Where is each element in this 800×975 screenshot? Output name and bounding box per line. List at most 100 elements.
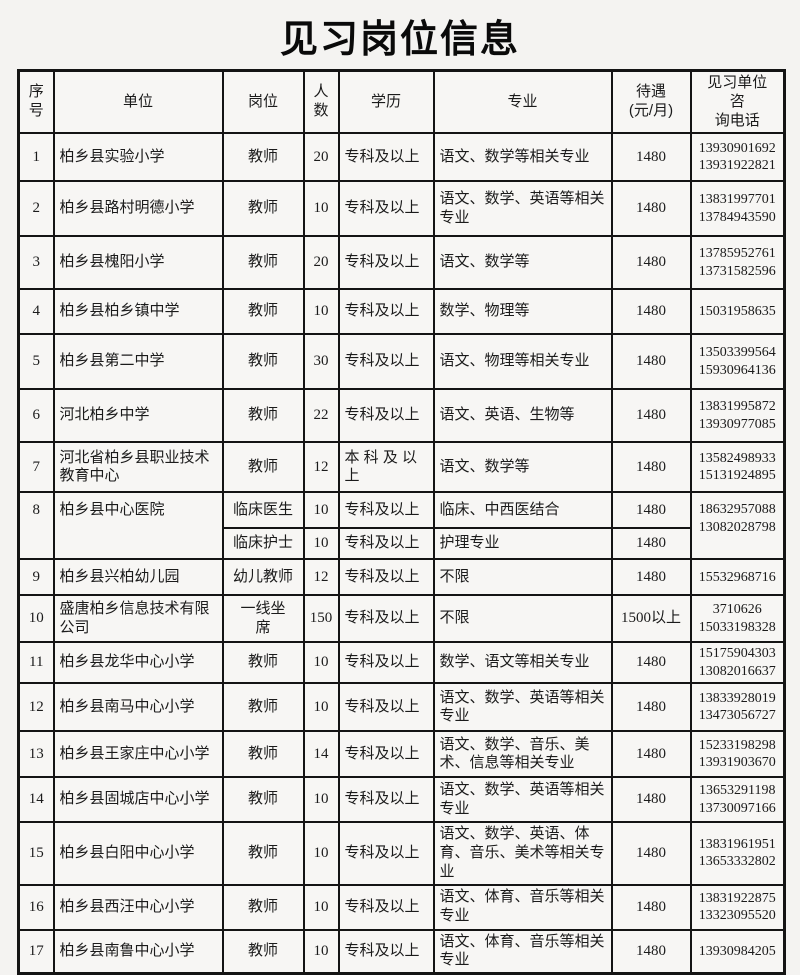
cell-position: 教师 bbox=[221, 776, 305, 824]
cell-count: 22 bbox=[302, 388, 340, 444]
cell-unit: 柏乡县第二中学 bbox=[52, 333, 224, 391]
cell-num: 3 bbox=[17, 235, 55, 291]
cell-unit: 柏乡县柏乡镇中学 bbox=[52, 288, 224, 336]
cell-salary: 1480 bbox=[610, 180, 692, 238]
phone-number: 13473056727 bbox=[698, 708, 776, 724]
phone-number: 13930984205 bbox=[698, 943, 776, 959]
cell-major: 临床、中西医结合 bbox=[432, 491, 613, 530]
cell-major: 语文、数学、英语等相关专业 bbox=[432, 682, 613, 733]
col-header-unit: 单位 bbox=[52, 69, 224, 135]
cell-num: 12 bbox=[17, 682, 55, 733]
cell-education: 专科及以上 bbox=[337, 594, 435, 644]
table-row: 11 柏乡县龙华中心小学 教师 10 专科及以上 数学、语文等相关专业 1480 151759… bbox=[17, 641, 786, 685]
cell-num: 9 bbox=[17, 558, 55, 597]
phone-number: 13931903670 bbox=[698, 755, 776, 771]
phone-number: 13831995872 bbox=[698, 399, 776, 415]
cell-major: 语文、数学、音乐、美术、信息等相关专业 bbox=[432, 730, 613, 779]
cell-phone: 13785952761 13731582596 bbox=[689, 235, 786, 291]
cell-unit: 柏乡县王家庄中心小学 bbox=[52, 730, 224, 779]
table-row: 7 河北省柏乡县职业技术教育中心 教师 12 本 科 及 以 上语文、数学等 1480 13… bbox=[17, 441, 786, 494]
cell-count: 10 bbox=[302, 527, 340, 561]
cell-salary: 1480 bbox=[610, 641, 692, 685]
cell-salary: 1500以上 bbox=[610, 594, 692, 644]
col-header-major: 专业 bbox=[432, 69, 613, 135]
table-row: 1 柏乡县实验小学 教师 20 专科及以上 语文、数学等相关专业 1480 139309016… bbox=[17, 132, 786, 183]
cell-education: 专科及以上 bbox=[337, 288, 435, 336]
table-row: 3 柏乡县槐阳小学 教师 20 专科及以上 语文、数学等 1480 13785952761 13… bbox=[17, 235, 786, 291]
cell-unit: 柏乡县龙华中心小学 bbox=[52, 641, 224, 685]
cell-unit: 柏乡县路村明德小学 bbox=[52, 180, 224, 238]
table-row: 14 柏乡县固城店中心小学 教师 10 专科及以上 语文、数学、英语等相关专业 1480 13… bbox=[17, 776, 786, 824]
phone-number: 15033198328 bbox=[698, 619, 776, 635]
cell-position: 幼儿教师 bbox=[221, 558, 305, 597]
cell-position: 临床护士 bbox=[221, 527, 305, 561]
cell-education: 专科及以上 bbox=[337, 682, 435, 733]
cell-phone: 15233198298 13931903670 bbox=[689, 730, 786, 779]
cell-salary: 1480 bbox=[610, 333, 692, 391]
cell-salary: 1480 bbox=[610, 441, 692, 494]
cell-major: 语文、数学等 bbox=[432, 235, 613, 291]
cell-num: 6 bbox=[17, 388, 55, 444]
phone-number: 15930964136 bbox=[698, 362, 776, 378]
phone-number: 13730097166 bbox=[698, 800, 776, 816]
phone-number: 13323095520 bbox=[698, 908, 776, 923]
cell-count: 10 bbox=[302, 641, 340, 685]
table-body: 1 柏乡县实验小学 教师 20 专科及以上 语文、数学等相关专业 1480 139309016… bbox=[17, 132, 786, 975]
col-header-position: 岗位 bbox=[221, 69, 305, 135]
cell-num: 14 bbox=[17, 776, 55, 824]
table-row: 4 柏乡县柏乡镇中学 教师 10 专科及以上 数学、物理等 1480 15031958635 bbox=[17, 288, 786, 336]
cell-count: 20 bbox=[302, 235, 340, 291]
cell-major: 语文、英语、生物等 bbox=[432, 388, 613, 444]
phone-number: 13931922821 bbox=[698, 158, 776, 174]
table-row: 16 柏乡县西汪中心小学 教师 10 专科及以上 语文、体育、音乐等相关专业 1480 138… bbox=[17, 883, 786, 931]
cell-education: 专科及以上 bbox=[337, 235, 435, 291]
cell-phone: 3710626 15033198328 bbox=[689, 594, 786, 644]
phone-number: 13503399564 bbox=[698, 345, 776, 361]
cell-unit: 柏乡县中心医院 bbox=[52, 491, 224, 561]
phone-number: 13731582596 bbox=[698, 263, 776, 279]
cell-position: 教师 bbox=[221, 180, 305, 238]
cell-num: 8 bbox=[17, 491, 55, 561]
col-header-count: 人 数 bbox=[302, 69, 340, 135]
cell-phone: 15532968716 bbox=[689, 558, 786, 597]
table-row: 2 柏乡县路村明德小学 教师 10 专科及以上 语文、数学、英语等相关专业 1480 1383… bbox=[17, 180, 786, 238]
cell-num: 10 bbox=[17, 594, 55, 644]
phone-number: 13831922875 bbox=[698, 890, 776, 906]
cell-num: 17 bbox=[17, 928, 55, 975]
cell-salary: 1480 bbox=[610, 388, 692, 444]
cell-phone: 13831997701 13784943590 bbox=[689, 180, 786, 238]
cell-num: 2 bbox=[17, 180, 55, 238]
col-header-education: 学历 bbox=[337, 69, 435, 135]
col-header-phone: 见习单位 咨 询电话 bbox=[689, 69, 786, 135]
cell-phone: 13582498933 15131924895 bbox=[689, 441, 786, 494]
cell-unit: 柏乡县实验小学 bbox=[52, 132, 224, 183]
cell-unit: 河北柏乡中学 bbox=[52, 388, 224, 444]
cell-phone: 15175904303 13082016637 bbox=[689, 641, 786, 685]
cell-unit: 河北省柏乡县职业技术教育中心 bbox=[52, 441, 224, 494]
phone-number: 15031958635 bbox=[698, 304, 776, 319]
cell-major: 语文、数学、英语等相关专业 bbox=[432, 776, 613, 824]
cell-position: 临床医生 bbox=[221, 491, 305, 530]
cell-num: 16 bbox=[17, 883, 55, 931]
cell-position: 教师 bbox=[221, 388, 305, 444]
phone-number: 13930977085 bbox=[698, 416, 776, 432]
cell-phone: 15031958635 bbox=[689, 288, 786, 336]
cell-unit: 柏乡县槐阳小学 bbox=[52, 235, 224, 291]
cell-phone: 13831961951 13653332802 bbox=[689, 821, 786, 886]
cell-position: 教师 bbox=[221, 441, 305, 494]
cell-position: 教师 bbox=[221, 641, 305, 685]
table-row: 9 柏乡县兴柏幼儿园 幼儿教师 12 专科及以上 不限 1480 15532968716 bbox=[17, 558, 786, 597]
cell-num: 7 bbox=[17, 441, 55, 494]
table-row: 15 柏乡县白阳中心小学 教师 10 专科及以上 语文、数学、英语、体育、音乐、美术等相关… bbox=[17, 821, 786, 886]
cell-salary: 1480 bbox=[610, 288, 692, 336]
phone-number: 13082016637 bbox=[698, 663, 776, 679]
page-title: 见习岗位信息 bbox=[279, 19, 520, 61]
cell-education: 本 科 及 以 上 bbox=[337, 441, 435, 494]
phone-number: 13082028798 bbox=[698, 519, 776, 535]
cell-position: 教师 bbox=[221, 682, 305, 733]
cell-unit: 柏乡县白阳中心小学 bbox=[52, 821, 224, 886]
table-header: 序 号 单位 岗位 人 数 学历 专业 待遇 (元/月) 见习单位 咨 询电话 bbox=[17, 69, 786, 135]
cell-salary: 1480 bbox=[610, 776, 692, 824]
cell-count: 10 bbox=[302, 821, 340, 886]
